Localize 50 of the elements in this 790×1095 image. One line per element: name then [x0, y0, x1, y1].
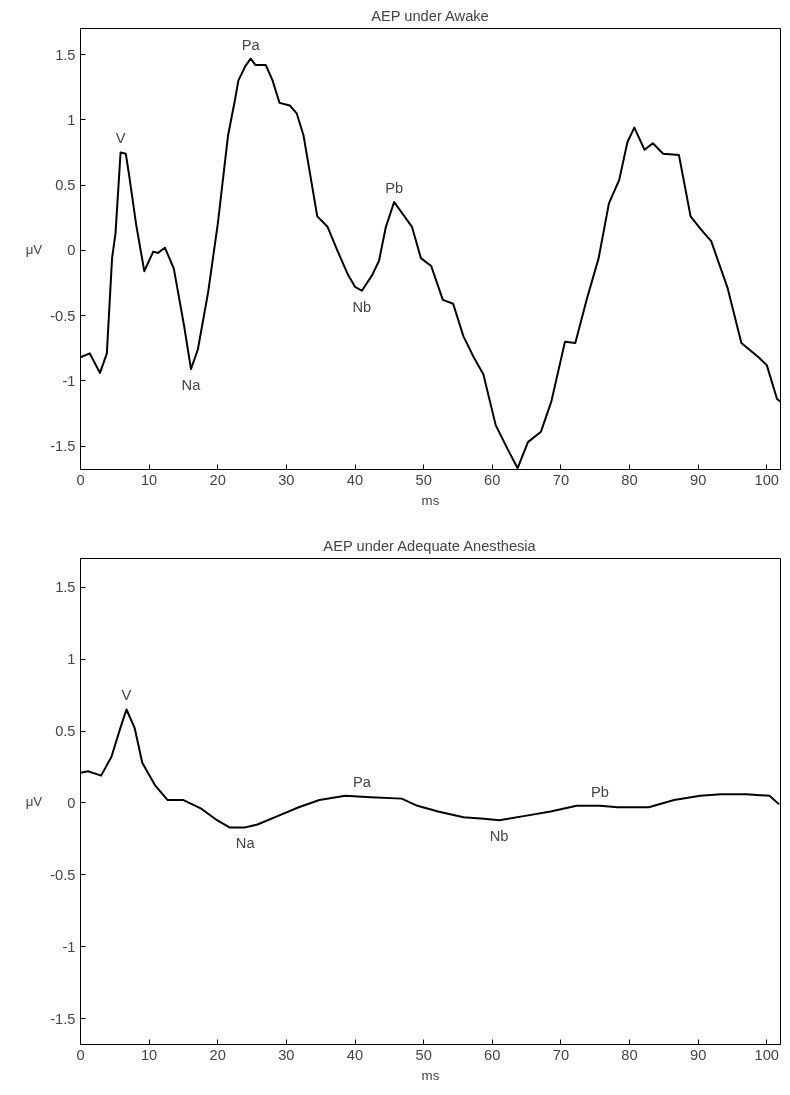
x-axis-title: ms: [421, 1067, 440, 1083]
x-tick-label: 60: [484, 1046, 501, 1063]
x-tick-label: 70: [552, 471, 570, 488]
annotation: Nb: [489, 828, 509, 845]
x-tick-label: 80: [621, 1046, 638, 1063]
annotation: V: [115, 130, 126, 147]
x-tick-label: 40: [346, 471, 364, 488]
y-axis-title: μV: [25, 794, 43, 809]
y-tick-label: 1.5: [55, 46, 76, 63]
annotation: V: [121, 687, 132, 704]
x-tick-label: 100: [754, 1046, 780, 1063]
x-tick-label: 80: [621, 471, 638, 488]
y-tick-label: 0: [67, 242, 76, 259]
x-tick-label: 60: [484, 471, 501, 488]
y-tick-label: 1.5: [55, 579, 76, 596]
x-axis-title: ms: [421, 492, 440, 508]
annotation: Pb: [591, 783, 609, 800]
chart-title: AEP under Awake: [371, 7, 489, 24]
y-tick-label: -1: [62, 372, 76, 389]
annotation: Pa: [241, 36, 261, 53]
x-tick-label: 10: [140, 1046, 158, 1063]
annotation: Pa: [352, 773, 372, 790]
x-tick-label: 90: [690, 1046, 707, 1063]
y-axis-title: μV: [25, 241, 43, 257]
y-tick-label: -1.5: [50, 438, 76, 455]
annotation: Na: [181, 377, 202, 394]
x-tick-label: 30: [278, 1046, 295, 1063]
y-tick-label: -0.5: [50, 307, 76, 324]
chart-title: AEP under Adequate Anesthesia: [323, 537, 537, 554]
y-tick-label: 0: [67, 794, 76, 811]
y-tick-label: 0.5: [55, 723, 76, 740]
annotation: Nb: [352, 298, 372, 315]
y-tick-label: -0.5: [50, 866, 76, 883]
annotation: Na: [235, 835, 256, 852]
x-tick-label: 40: [346, 1046, 364, 1063]
x-tick-label: 70: [552, 1046, 570, 1063]
y-tick-label: 1: [67, 111, 76, 128]
annotation: Pb: [385, 180, 404, 197]
x-tick-label: 20: [209, 471, 226, 488]
y-tick-label: 1: [67, 651, 76, 668]
y-tick-label: 0.5: [55, 177, 76, 194]
y-tick-label: -1: [62, 938, 76, 955]
x-tick-label: 30: [278, 471, 295, 488]
x-tick-label: 50: [415, 471, 432, 488]
x-tick-label: 50: [415, 1046, 432, 1063]
x-tick-label: 10: [140, 471, 158, 488]
x-tick-label: 20: [209, 1046, 226, 1063]
x-tick-label: 90: [690, 471, 707, 488]
y-tick-label: -1.5: [50, 1010, 76, 1027]
x-tick-label: 100: [754, 471, 780, 488]
